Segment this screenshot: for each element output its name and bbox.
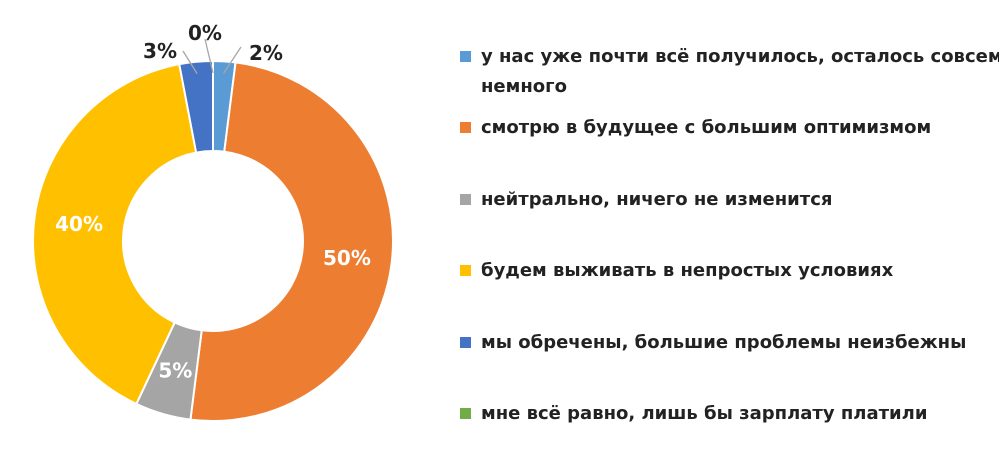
legend-swatch (460, 265, 471, 276)
legend-item-нейтрально-ничего-не-изменится: нейтрально, ничего не изменится (460, 189, 832, 210)
legend-item-будем-выживать-в-непростых-условиях: будем выживать в непростых условиях (460, 260, 894, 281)
legend-label: мы обречены, большие проблемы неизбежны (481, 332, 966, 353)
data-label: 3% (143, 39, 177, 63)
data-label: 5% (158, 359, 192, 383)
slice-50pct (189, 61, 394, 422)
legend-item-мне-всё-равно-лишь-бы-зарплату-платили: мне всё равно, лишь бы зарплату платили (460, 403, 927, 424)
legend-item-у-нас-уже-почти-всё-получилось-осталось-: у нас уже почти всё получилось, осталось… (460, 46, 999, 97)
data-label: 2% (249, 41, 283, 65)
legend-label: будем выживать в непростых условиях (481, 260, 894, 281)
legend-swatch (460, 337, 471, 348)
slice-40pct (32, 63, 198, 406)
legend-swatch (460, 408, 471, 419)
legend-swatch (460, 122, 471, 133)
legend-label: смотрю в будущее с большим оптимизмом (481, 117, 931, 138)
legend-item-смотрю-в-будущее-с-большим-оптимизмом: смотрю в будущее с большим оптимизмом (460, 117, 931, 138)
leader-line (223, 46, 242, 74)
data-label: 0% (188, 21, 222, 45)
leader-line (182, 50, 198, 75)
data-label: 50% (323, 246, 371, 270)
legend-label: у нас уже почти всё получилось, осталось… (481, 46, 999, 67)
legend-label: мне всё равно, лишь бы зарплату платили (481, 403, 927, 424)
legend-label: нейтрально, ничего не изменится (481, 189, 832, 210)
data-label: 40% (55, 212, 103, 236)
legend-item-мы-обречены-большие-проблемы-неизбежны: мы обречены, большие проблемы неизбежны (460, 332, 966, 353)
legend-label: немного (481, 76, 567, 97)
leader-line (204, 38, 214, 74)
legend-swatch (460, 51, 471, 62)
legend-swatch (460, 194, 471, 205)
